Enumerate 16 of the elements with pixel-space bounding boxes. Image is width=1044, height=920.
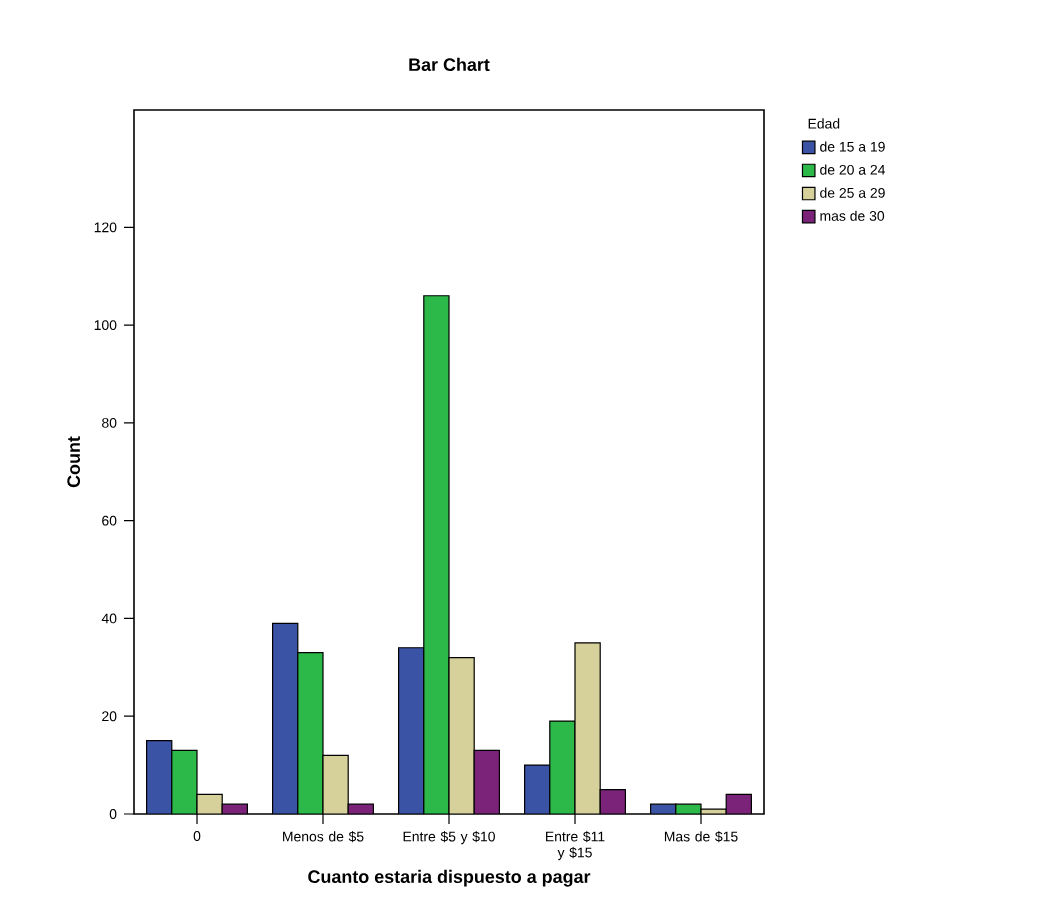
bar bbox=[297, 652, 324, 814]
bar bbox=[473, 749, 500, 814]
bar bbox=[398, 647, 425, 814]
bar bbox=[575, 642, 601, 814]
bar bbox=[146, 740, 173, 814]
bar bbox=[448, 656, 475, 814]
chart-title: Bar Chart bbox=[409, 57, 490, 72]
bar bbox=[272, 622, 299, 814]
bar bbox=[423, 295, 450, 814]
y-axis-title: Count bbox=[67, 436, 81, 488]
bar bbox=[524, 765, 550, 814]
bar bbox=[171, 749, 198, 814]
x-axis-title: Cuanto estaria dispuesto a pagar bbox=[308, 869, 591, 887]
bar bbox=[600, 789, 626, 814]
bar bbox=[322, 754, 349, 814]
bar bbox=[549, 721, 575, 814]
